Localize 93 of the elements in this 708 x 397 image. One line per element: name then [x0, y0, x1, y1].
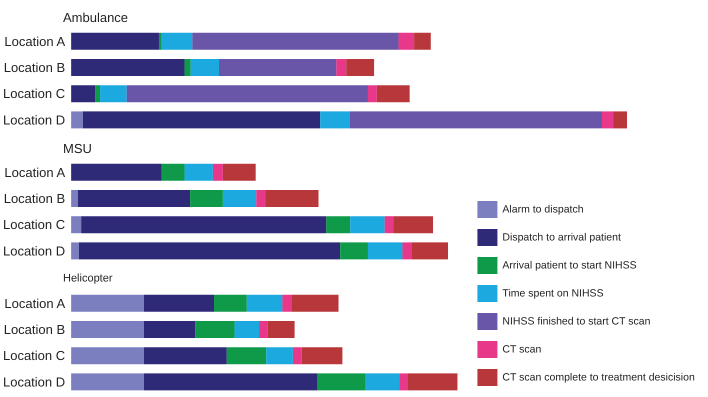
- bar: [346, 59, 374, 76]
- annotation: Ambulance: [63, 10, 128, 26]
- y-tick-label: Location D: [2, 374, 66, 390]
- y-tick-label: Location B: [4, 60, 66, 75]
- y-tick-label: Location A: [4, 34, 66, 49]
- bar: [411, 242, 448, 260]
- legend-label: NIHSS finished to start CT scan: [502, 316, 651, 328]
- bar: [71, 216, 82, 234]
- bar: [282, 294, 292, 312]
- bar: [384, 216, 394, 234]
- bar: [82, 111, 320, 128]
- bar: [71, 164, 162, 181]
- bar: [265, 190, 319, 207]
- bar: [368, 242, 402, 260]
- bar: [78, 190, 190, 207]
- bar: [399, 373, 408, 390]
- bar: [414, 32, 431, 50]
- annotation: Helicopter: [63, 272, 113, 285]
- bar: [398, 32, 414, 50]
- bar: [162, 32, 192, 50]
- legend-label: Arrival patient to start NIHSS: [502, 260, 637, 272]
- bar: [100, 85, 127, 102]
- bar: [95, 85, 100, 102]
- y-tick-label: Location C: [2, 217, 66, 232]
- bar: [71, 321, 144, 338]
- bar: [190, 190, 223, 207]
- bar: [184, 164, 213, 181]
- bar: [268, 321, 295, 338]
- y-tick-label: Location A: [4, 164, 66, 180]
- y-tick-label: Location A: [4, 296, 66, 311]
- bar: [71, 111, 83, 128]
- bar: [162, 164, 185, 181]
- bar: [234, 321, 260, 338]
- bar: [192, 32, 399, 50]
- bar: [144, 321, 196, 338]
- bar: [78, 242, 340, 260]
- bar: [144, 373, 318, 390]
- bar: [402, 242, 412, 260]
- bar: [326, 216, 350, 234]
- bar: [394, 216, 434, 234]
- bar: [71, 32, 159, 50]
- bar: [602, 111, 614, 128]
- legend-label: Dispatch to arrival patient: [502, 232, 621, 244]
- bar: [184, 59, 191, 76]
- bar: [158, 32, 162, 50]
- legend-label: Time spent on NIHSS: [502, 288, 604, 300]
- y-tick-label: Location B: [4, 322, 66, 337]
- bar: [366, 373, 400, 390]
- y-tick-label: Location C: [2, 348, 66, 364]
- bar: [256, 190, 266, 207]
- bar: [71, 190, 78, 207]
- bar: [302, 347, 342, 364]
- bar: [126, 85, 368, 102]
- bar: [350, 216, 385, 234]
- legend-label: CT scan: [502, 344, 542, 356]
- legend-label: CT scan complete to treatment desicision: [502, 372, 695, 384]
- bar: [71, 242, 79, 260]
- y-tick-label: Location D: [2, 112, 66, 128]
- bar: [71, 294, 144, 312]
- y-tick-label: Location B: [4, 191, 66, 206]
- bar: [222, 190, 256, 207]
- legend-label: Alarm to dispatch: [502, 204, 584, 216]
- bar: [214, 294, 247, 312]
- bar: [212, 164, 223, 181]
- y-tick-label: Location D: [2, 243, 66, 258]
- bar: [71, 59, 185, 76]
- bar: [259, 321, 268, 338]
- bar: [613, 111, 627, 128]
- bar: [350, 111, 602, 128]
- bar: [190, 59, 220, 76]
- bar: [376, 85, 410, 102]
- bar: [71, 347, 144, 364]
- bar: [340, 242, 368, 260]
- bar: [336, 59, 346, 76]
- y-tick-label: Location C: [2, 86, 66, 102]
- bar: [408, 373, 458, 390]
- bar: [144, 294, 214, 312]
- bar: [195, 321, 235, 338]
- bar: [71, 85, 96, 102]
- bar: [222, 164, 256, 181]
- bar: [291, 294, 339, 312]
- bar: [144, 347, 227, 364]
- bar: [246, 294, 282, 312]
- bar: [266, 347, 293, 364]
- bar: [317, 373, 366, 390]
- bar: [71, 373, 144, 390]
- annotation: MSU: [63, 141, 92, 156]
- bar: [368, 85, 377, 102]
- bar: [320, 111, 350, 128]
- bar: [226, 347, 266, 364]
- bar: [292, 347, 302, 364]
- bar: [219, 59, 336, 76]
- bar: [81, 216, 326, 234]
